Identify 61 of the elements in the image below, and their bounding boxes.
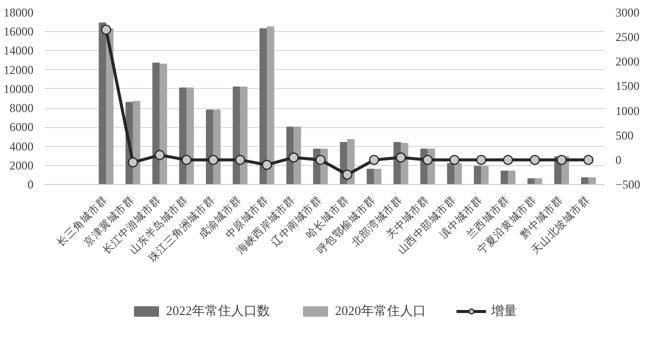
y-tick-label: 18000 bbox=[4, 6, 34, 20]
y-tick-label: 4000 bbox=[10, 139, 34, 154]
bar bbox=[500, 170, 508, 184]
point bbox=[342, 170, 352, 180]
y-tick-label: 8000 bbox=[10, 101, 34, 116]
bar bbox=[98, 22, 106, 184]
legend-label: 2020年常住人口 bbox=[335, 302, 426, 320]
y-tick-label: 2000 bbox=[10, 158, 34, 172]
point bbox=[449, 154, 460, 166]
point bbox=[235, 154, 246, 166]
y2-tick-label: 500 bbox=[616, 128, 634, 142]
y2-tick-label: 1500 bbox=[616, 79, 640, 94]
bar bbox=[374, 168, 382, 184]
bar bbox=[581, 177, 589, 184]
bar bbox=[454, 162, 462, 184]
bar bbox=[232, 86, 240, 184]
point bbox=[154, 150, 165, 160]
point bbox=[208, 154, 218, 166]
bar bbox=[447, 162, 455, 184]
point bbox=[288, 152, 299, 163]
point bbox=[476, 154, 486, 166]
legend-label: 2022年常住人口数 bbox=[166, 302, 270, 320]
y-tick-label: 14000 bbox=[4, 44, 34, 58]
bar bbox=[213, 109, 221, 184]
bar bbox=[260, 28, 268, 184]
bar bbox=[474, 166, 482, 184]
bar bbox=[481, 166, 489, 184]
point bbox=[556, 154, 567, 166]
legend-label: 增量 bbox=[491, 302, 517, 320]
bar bbox=[508, 170, 516, 184]
bar bbox=[366, 168, 374, 184]
bar bbox=[240, 86, 248, 184]
bar bbox=[588, 177, 596, 184]
point bbox=[262, 160, 272, 170]
point bbox=[315, 154, 326, 166]
point bbox=[128, 157, 138, 168]
point bbox=[530, 154, 540, 166]
point bbox=[396, 152, 406, 163]
point bbox=[101, 24, 112, 35]
bar bbox=[186, 87, 194, 184]
point bbox=[181, 154, 192, 166]
y-tick-label: 16000 bbox=[4, 24, 34, 39]
point bbox=[368, 154, 380, 166]
y2-tick-label: −500 bbox=[616, 178, 640, 192]
bar bbox=[160, 64, 168, 184]
y-tick-label: 12000 bbox=[4, 62, 34, 77]
y2-tick-label: 0 bbox=[616, 152, 622, 167]
point bbox=[583, 154, 594, 166]
point bbox=[422, 154, 433, 166]
y-tick-label: 6000 bbox=[10, 120, 34, 134]
y-tick-label: 0 bbox=[28, 178, 34, 192]
y-tick-label: 10000 bbox=[4, 82, 34, 96]
bar bbox=[132, 100, 140, 184]
bar bbox=[179, 87, 187, 184]
y2-tick-label: 1000 bbox=[616, 104, 640, 118]
y2-tick-label: 2000 bbox=[616, 54, 640, 69]
point bbox=[502, 154, 514, 166]
y2-tick-label: 3000 bbox=[616, 6, 640, 20]
y2-tick-label: 2500 bbox=[616, 30, 640, 44]
bar bbox=[534, 178, 542, 184]
bar bbox=[266, 26, 274, 184]
